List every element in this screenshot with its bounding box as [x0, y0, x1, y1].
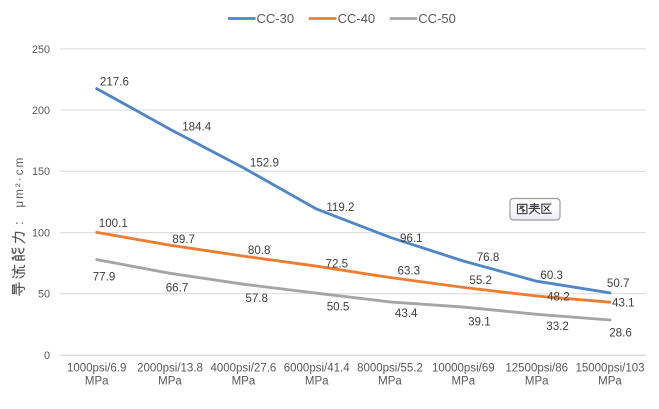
svg-text:MPa: MPa: [158, 376, 182, 388]
svg-text:77.9: 77.9: [93, 271, 116, 284]
svg-text::: :: [11, 221, 26, 225]
svg-text:μm²·cm: μm²·cm: [14, 156, 26, 208]
svg-text:55.2: 55.2: [469, 274, 492, 287]
svg-text:80.8: 80.8: [248, 244, 271, 257]
svg-text:MPa: MPa: [305, 376, 329, 388]
svg-text:100: 100: [32, 228, 50, 240]
svg-text:43.1: 43.1: [612, 297, 635, 310]
svg-text:4000psi/27.6: 4000psi/27.6: [210, 363, 276, 375]
svg-text:MPa: MPa: [525, 376, 549, 388]
svg-text:MPa: MPa: [378, 376, 402, 388]
svg-text:MPa: MPa: [232, 376, 256, 388]
svg-text:MPa: MPa: [451, 376, 475, 388]
svg-text:CC-30: CC-30: [257, 11, 295, 26]
svg-text:15000psi/103: 15000psi/103: [575, 363, 644, 375]
svg-text:250: 250: [32, 44, 50, 56]
svg-text:0: 0: [44, 350, 50, 362]
svg-text:39.1: 39.1: [468, 316, 491, 329]
svg-text:96.1: 96.1: [400, 232, 423, 245]
svg-text:12500psi/86: 12500psi/86: [505, 363, 568, 375]
svg-text:217.6: 217.6: [100, 75, 129, 88]
svg-text:89.7: 89.7: [172, 233, 195, 246]
svg-text:200: 200: [32, 105, 50, 117]
svg-text:150: 150: [32, 166, 50, 178]
svg-text:72.5: 72.5: [326, 257, 349, 270]
svg-text:MPa: MPa: [85, 376, 109, 388]
svg-text:57.8: 57.8: [245, 292, 268, 305]
svg-text:28.6: 28.6: [609, 327, 632, 340]
svg-text:33.2: 33.2: [546, 320, 569, 333]
svg-text:CC-50: CC-50: [418, 11, 456, 26]
svg-text:50.7: 50.7: [607, 277, 630, 290]
svg-text:60.3: 60.3: [540, 269, 563, 282]
svg-text:10000psi/69: 10000psi/69: [432, 363, 495, 375]
svg-text:63.3: 63.3: [398, 264, 421, 277]
svg-text:100.1: 100.1: [99, 217, 128, 230]
svg-text:50: 50: [38, 289, 50, 301]
svg-text:CC-40: CC-40: [338, 11, 376, 26]
svg-text:76.8: 76.8: [477, 251, 500, 264]
svg-text:43.4: 43.4: [395, 307, 418, 320]
svg-text:152.9: 152.9: [250, 157, 279, 170]
svg-text:1000psi/6.9: 1000psi/6.9: [67, 363, 126, 375]
svg-text:48.2: 48.2: [547, 290, 570, 303]
svg-text:MPa: MPa: [598, 376, 622, 388]
svg-text:66.7: 66.7: [166, 282, 189, 295]
svg-text:50.5: 50.5: [327, 301, 350, 314]
svg-text:6000psi/41.4: 6000psi/41.4: [284, 363, 350, 375]
svg-text:119.2: 119.2: [326, 201, 354, 214]
svg-text:184.4: 184.4: [182, 121, 212, 134]
svg-text:8000psi/55.2: 8000psi/55.2: [357, 363, 423, 375]
svg-text:2000psi/13.8: 2000psi/13.8: [137, 363, 203, 375]
